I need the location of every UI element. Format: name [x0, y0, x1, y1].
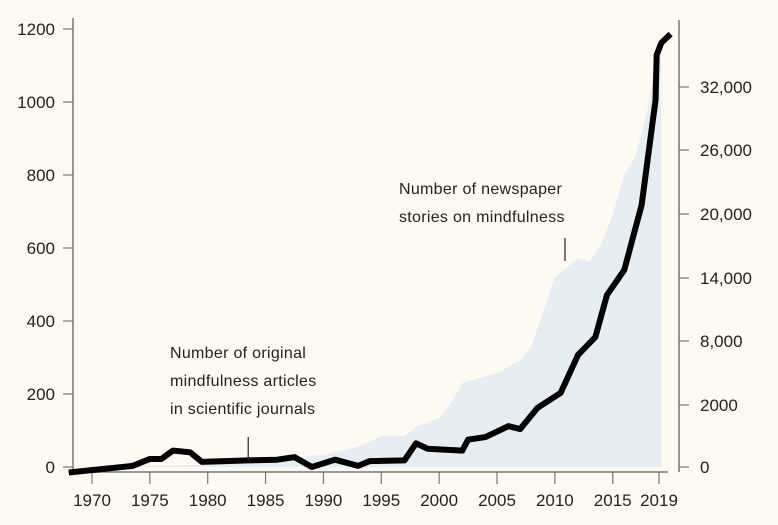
annotation-articles-line-1: Number of original [170, 345, 306, 362]
x-tick-label: 1970 [73, 491, 111, 510]
area-layer [68, 34, 662, 467]
right-tick-label: 26,000 [700, 141, 752, 160]
x-tick-label: 2015 [594, 491, 632, 510]
x-tick-label: 2019 [640, 491, 678, 510]
axes-layer: 1970 1975 1980 1985 1990 1995 2000 2005 2010 2015… [17, 18, 752, 510]
left-tick-label: 0 [46, 458, 55, 477]
x-tick-label: 1980 [189, 491, 227, 510]
right-tick-label: 14,000 [700, 269, 752, 288]
left-tick-label: 1000 [17, 93, 55, 112]
left-tick-label: 200 [27, 385, 55, 404]
right-tick-label: 20,000 [700, 205, 752, 224]
annotation-articles-line-2: mindfulness articles [170, 373, 317, 390]
left-tick-label: 800 [27, 166, 55, 185]
x-tick-label: 2000 [420, 491, 458, 510]
right-tick-label: 0 [700, 458, 709, 477]
left-tick-label: 1200 [17, 20, 55, 39]
left-tick-label: 600 [27, 239, 55, 258]
annotation-news-line-2: stories on mindfulness [399, 209, 565, 226]
right-tick-label: 8,000 [700, 332, 743, 351]
right-tick-label: 2000 [700, 396, 738, 415]
x-tick-label: 1995 [362, 491, 400, 510]
x-tick-label: 1975 [131, 491, 169, 510]
x-tick-label: 1990 [305, 491, 343, 510]
right-tick-label: 32,000 [700, 78, 752, 97]
scientific-articles-line [68, 31, 673, 476]
x-tick-label: 2005 [478, 491, 516, 510]
annotation-layer: Number of original mindfulness articles … [170, 181, 566, 460]
line-layer [68, 31, 673, 476]
x-tick-label: 2010 [536, 491, 574, 510]
annotation-news-line-1: Number of newspaper [399, 181, 562, 198]
x-tick-label: 1985 [247, 491, 285, 510]
newspaper-stories-area [68, 34, 662, 467]
left-tick-label: 400 [27, 312, 55, 331]
annotation-articles-line-3: in scientific journals [170, 401, 315, 418]
